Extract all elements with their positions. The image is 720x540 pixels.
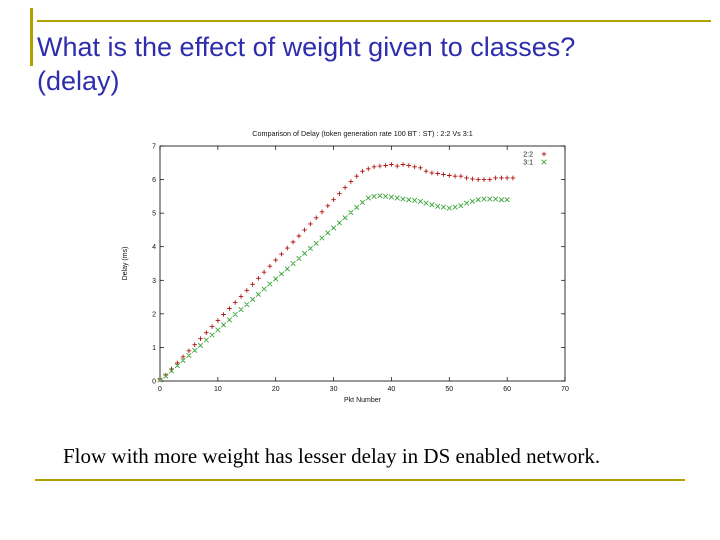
y-tick-label: 2 [152, 311, 156, 318]
x-tick-label: 50 [445, 386, 453, 393]
x-tick-label: 10 [214, 386, 222, 393]
legend-label-2:2: 2:2 [523, 152, 533, 159]
y-tick-label: 6 [152, 177, 156, 184]
y-tick-label: 7 [152, 144, 156, 151]
x-tick-label: 20 [272, 386, 280, 393]
accent-top-rule [37, 20, 711, 22]
slide-title-line2: (delay) [37, 66, 120, 96]
series-points-2:2 [157, 162, 516, 382]
x-tick-label: 60 [503, 386, 511, 393]
x-tick-label: 40 [388, 386, 396, 393]
slide-title-line1: What is the effect of weight given to cl… [37, 32, 576, 62]
plot-border [159, 145, 566, 382]
x-tick-label: 30 [330, 386, 338, 393]
x-tick-label: 0 [158, 386, 162, 393]
legend-marker-3:1 [541, 159, 547, 165]
slide-title: What is the effect of weight given to cl… [37, 30, 697, 98]
accent-bottom-rule [35, 479, 685, 481]
accent-vertical-bar [30, 8, 33, 66]
y-tick-label: 0 [152, 379, 156, 386]
y-tick-label: 1 [152, 345, 156, 352]
legend-marker-2:2 [541, 151, 547, 157]
legend-label-3:1: 3:1 [523, 160, 533, 167]
slide-caption: Flow with more weight has lesser delay i… [63, 444, 601, 468]
y-axis-label: Delay (ms) [122, 247, 129, 281]
series-points-3:1 [157, 193, 510, 383]
delay-chart-svg: 0 10 20 30 40 50 60 70 0 1 2 3 4 5 6 7 Comparison of Del… [122, 129, 569, 404]
y-tick-label: 4 [152, 244, 156, 251]
y-tick-label: 5 [152, 211, 156, 218]
delay-comparison-chart: 0 10 20 30 40 50 60 70 0 1 2 3 4 5 6 7 Comparison of Del… [115, 127, 575, 417]
chart-title: Comparison of Delay (token generation ra… [252, 129, 472, 138]
y-tick-label: 3 [152, 278, 156, 285]
x-tick-label: 70 [561, 386, 569, 393]
x-axis-label: Pkt Number [344, 397, 382, 404]
